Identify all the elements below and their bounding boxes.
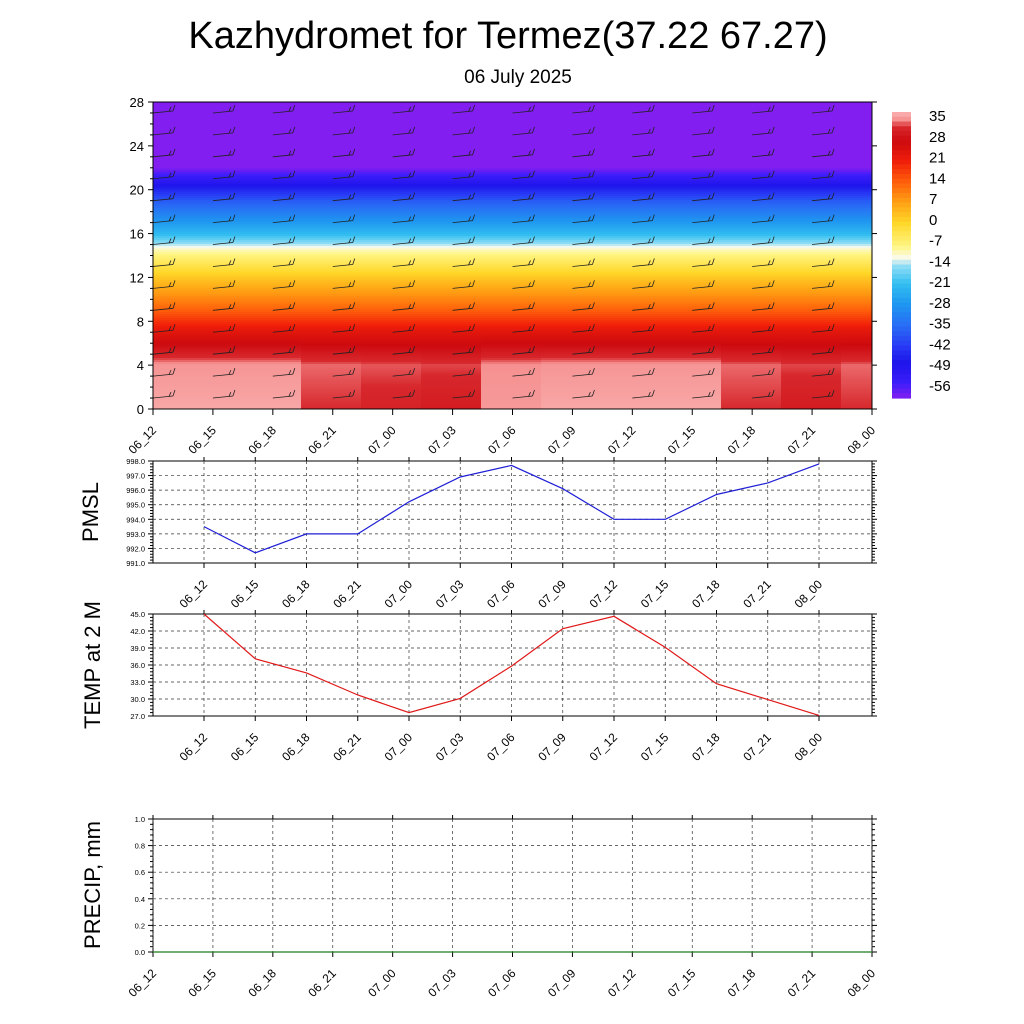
chart-subtitle: 06 July 2025 xyxy=(464,67,572,88)
chart-title: Kazhydromet for Termez(37.22 67.27) xyxy=(188,15,827,57)
heatmap-cells xyxy=(153,102,874,411)
